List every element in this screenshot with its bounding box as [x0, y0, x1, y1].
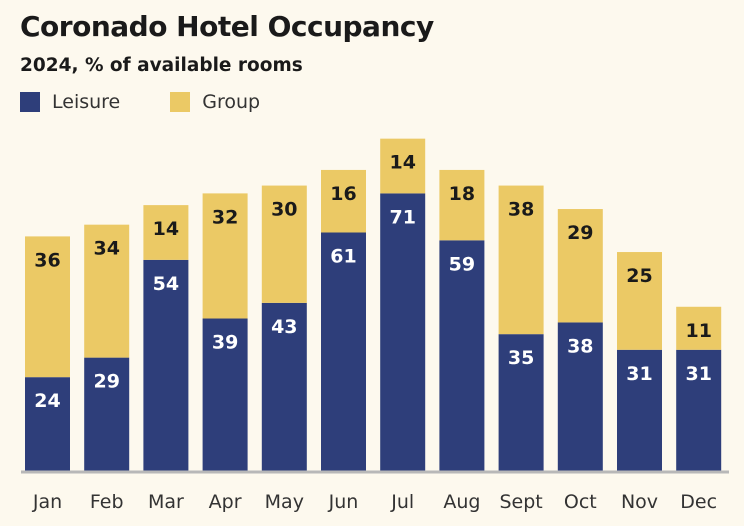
bar-group-may	[261, 185, 307, 303]
data-label-leisure-apr: 39	[212, 332, 238, 354]
x-tick-label-may: May	[265, 491, 304, 513]
bar-leisure-sept	[498, 334, 544, 471]
data-label-group-jan: 36	[34, 249, 60, 271]
bar-leisure-jul	[380, 193, 426, 471]
x-tick-label-nov: Nov	[621, 491, 658, 513]
data-label-leisure-nov: 31	[626, 363, 652, 385]
data-label-group-mar: 14	[153, 218, 179, 240]
bar-group-jul	[380, 138, 426, 194]
data-label-group-dec: 11	[685, 320, 711, 342]
data-label-group-nov: 25	[626, 265, 652, 287]
x-tick-label-feb: Feb	[90, 491, 124, 513]
legend-label-group: Group	[202, 91, 261, 113]
bar-leisure-dec	[676, 349, 722, 471]
legend-swatch-group	[170, 92, 191, 112]
bar-group-apr	[202, 193, 248, 319]
data-label-group-jul: 14	[389, 152, 415, 174]
bar-group-oct	[557, 209, 603, 323]
data-label-leisure-aug: 59	[449, 253, 475, 275]
data-label-leisure-feb: 29	[93, 371, 119, 393]
data-label-leisure-may: 43	[271, 316, 297, 338]
x-tick-label-aug: Aug	[443, 491, 480, 513]
bar-leisure-oct	[557, 322, 603, 471]
data-label-leisure-jun: 61	[330, 245, 356, 267]
x-tick-label-jul: Jul	[390, 491, 414, 513]
bar-leisure-apr	[202, 318, 248, 471]
data-label-group-apr: 32	[212, 206, 238, 228]
bar-group-sept	[498, 185, 544, 335]
data-label-group-feb: 34	[93, 238, 119, 260]
bar-leisure-jan	[25, 377, 70, 471]
legend: Leisure Group	[20, 91, 310, 113]
bar-leisure-feb	[84, 357, 130, 471]
bar-leisure-nov	[617, 349, 662, 471]
bar-group-mar	[143, 205, 189, 260]
bar-group-jan	[25, 236, 70, 378]
data-label-leisure-mar: 54	[153, 273, 179, 295]
data-label-leisure-dec: 31	[685, 363, 711, 385]
legend-item-group: Group	[170, 91, 260, 113]
data-label-leisure-oct: 38	[567, 335, 593, 357]
x-tick-label-jan: Jan	[32, 491, 62, 513]
bar-group-dec	[676, 306, 722, 350]
legend-swatch-leisure	[20, 92, 40, 112]
x-tick-label-oct: Oct	[564, 491, 597, 513]
bar-group-nov	[617, 252, 662, 350]
x-tick-label-mar: Mar	[148, 491, 184, 513]
legend-item-leisure: Leisure	[20, 91, 120, 113]
chart-title: Coronado Hotel Occupancy	[20, 10, 434, 43]
data-label-leisure-jan: 24	[34, 390, 60, 412]
data-label-leisure-sept: 35	[508, 347, 534, 369]
x-tick-label-dec: Dec	[680, 491, 717, 513]
data-label-leisure-jul: 71	[389, 206, 415, 228]
x-tick-label-jun: Jun	[328, 491, 359, 513]
bar-leisure-may	[261, 302, 307, 471]
data-label-group-aug: 18	[449, 183, 475, 205]
bar-leisure-aug	[439, 240, 485, 471]
bar-group-jun	[321, 169, 366, 233]
legend-label-leisure: Leisure	[52, 91, 121, 113]
x-tick-label-apr: Apr	[209, 491, 242, 513]
bar-group-aug	[439, 169, 485, 241]
x-tick-label-sept: Sept	[499, 491, 542, 513]
data-label-group-sept: 38	[508, 199, 534, 221]
data-label-group-may: 30	[271, 199, 297, 221]
bar-leisure-jun	[321, 232, 366, 471]
bar-group-feb	[84, 224, 130, 358]
data-label-group-oct: 29	[567, 222, 593, 244]
bar-leisure-mar	[143, 259, 189, 471]
data-label-group-jun: 16	[330, 183, 356, 205]
chart-subtitle: 2024, % of available rooms	[20, 55, 303, 76]
